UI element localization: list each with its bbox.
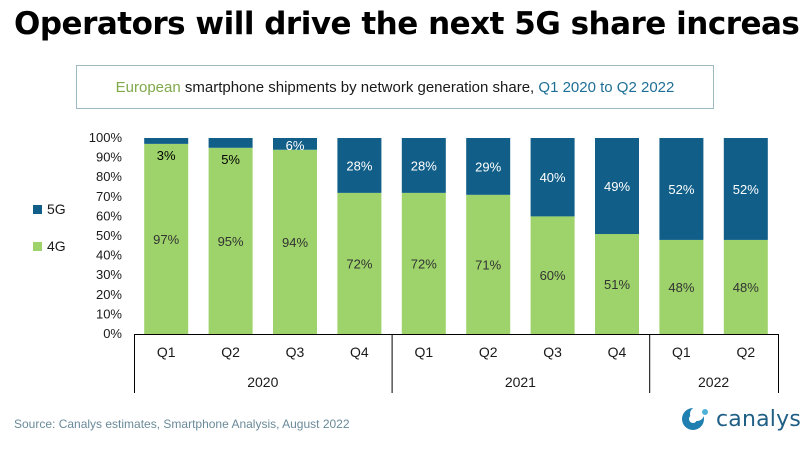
subtitle-region: European	[115, 78, 181, 96]
x-tick-label: Q2	[221, 344, 240, 360]
canalys-logo: canalys	[678, 404, 800, 434]
data-label-5g: 28%	[346, 158, 372, 173]
legend-label: 5G	[47, 201, 66, 217]
data-label-5g: 52%	[668, 182, 694, 197]
data-label-4g: 48%	[668, 280, 694, 295]
chart-title: Operators will drive the next 5G share i…	[14, 6, 800, 42]
y-tick-label: 70%	[96, 189, 122, 204]
data-label-5g: 28%	[411, 158, 437, 173]
x-tick-label: Q3	[543, 344, 562, 360]
subtitle-description: smartphone shipments by network generati…	[180, 78, 539, 96]
y-tick-label: 20%	[96, 287, 122, 302]
chart-subtitle: European smartphone shipments by network…	[76, 65, 714, 109]
x-tick-label: Q3	[286, 344, 305, 360]
legend-swatch	[33, 242, 42, 251]
x-group-label: 2021	[505, 374, 536, 390]
bar-5g	[401, 138, 446, 193]
x-tick-label: Q1	[672, 344, 691, 360]
bar-4g	[530, 216, 575, 334]
bar-4g	[208, 147, 253, 334]
data-label-4g: 51%	[604, 277, 630, 292]
y-tick-label: 80%	[96, 169, 122, 184]
x-group-label: 2020	[247, 374, 278, 390]
y-tick-label: 60%	[96, 208, 122, 223]
x-tick-label: Q1	[414, 344, 433, 360]
bar-5g	[659, 138, 704, 240]
bar-5g	[595, 138, 639, 235]
data-label-4g: 60%	[540, 268, 566, 283]
x-tick-label: Q4	[608, 344, 627, 360]
bar-4g	[659, 239, 704, 334]
source-note: Source: Canalys estimates, Smartphone An…	[14, 417, 350, 431]
data-label-4g: 72%	[411, 256, 437, 271]
y-tick-label: 0%	[103, 326, 122, 341]
data-label-4g: 95%	[218, 234, 244, 249]
bar-4g	[723, 239, 768, 334]
bar-5g	[144, 138, 189, 144]
data-label-4g: 94%	[282, 235, 308, 250]
bar-5g	[208, 138, 253, 148]
data-label-5g: 40%	[540, 170, 566, 185]
legend-swatch	[33, 205, 42, 214]
data-label-4g: 71%	[475, 257, 501, 272]
bar-5g	[723, 138, 768, 240]
legend-label: 4G	[47, 238, 66, 254]
data-label-4g: 97%	[153, 232, 179, 247]
logo-wordmark: canalys	[716, 406, 800, 432]
y-tick-label: 10%	[96, 306, 122, 321]
bar-5g	[466, 138, 511, 195]
x-tick-label: Q2	[479, 344, 498, 360]
y-tick-label: 100%	[89, 130, 123, 145]
x-tick-label: Q4	[350, 344, 369, 360]
bar-4g	[466, 194, 511, 334]
data-label-5g: 5%	[221, 152, 240, 167]
bar-5g	[337, 138, 382, 193]
data-label-5g: 52%	[733, 182, 759, 197]
bar-5g	[273, 138, 317, 150]
data-label-5g: 3%	[157, 148, 176, 163]
subtitle-period: Q1 2020 to Q2 2022	[538, 78, 675, 96]
data-label-4g: 48%	[733, 280, 759, 295]
data-label-5g: 49%	[604, 179, 630, 194]
x-tick-label: Q1	[157, 344, 176, 360]
y-tick-label: 30%	[96, 267, 122, 282]
bar-4g	[337, 192, 382, 334]
bar-4g	[273, 149, 317, 334]
bar-4g	[144, 143, 189, 334]
bar-4g	[595, 234, 639, 334]
x-tick-label: Q2	[736, 344, 755, 360]
logo-mark-icon	[682, 407, 708, 430]
x-group-label: 2022	[698, 374, 729, 390]
y-tick-label: 40%	[96, 248, 122, 263]
data-label-5g: 29%	[475, 159, 501, 174]
data-label-4g: 72%	[346, 256, 372, 271]
y-tick-label: 50%	[96, 228, 122, 243]
bar-5g	[530, 138, 575, 217]
y-tick-label: 90%	[96, 150, 122, 165]
data-label-5g: 6%	[286, 138, 305, 153]
bar-4g	[401, 192, 446, 334]
